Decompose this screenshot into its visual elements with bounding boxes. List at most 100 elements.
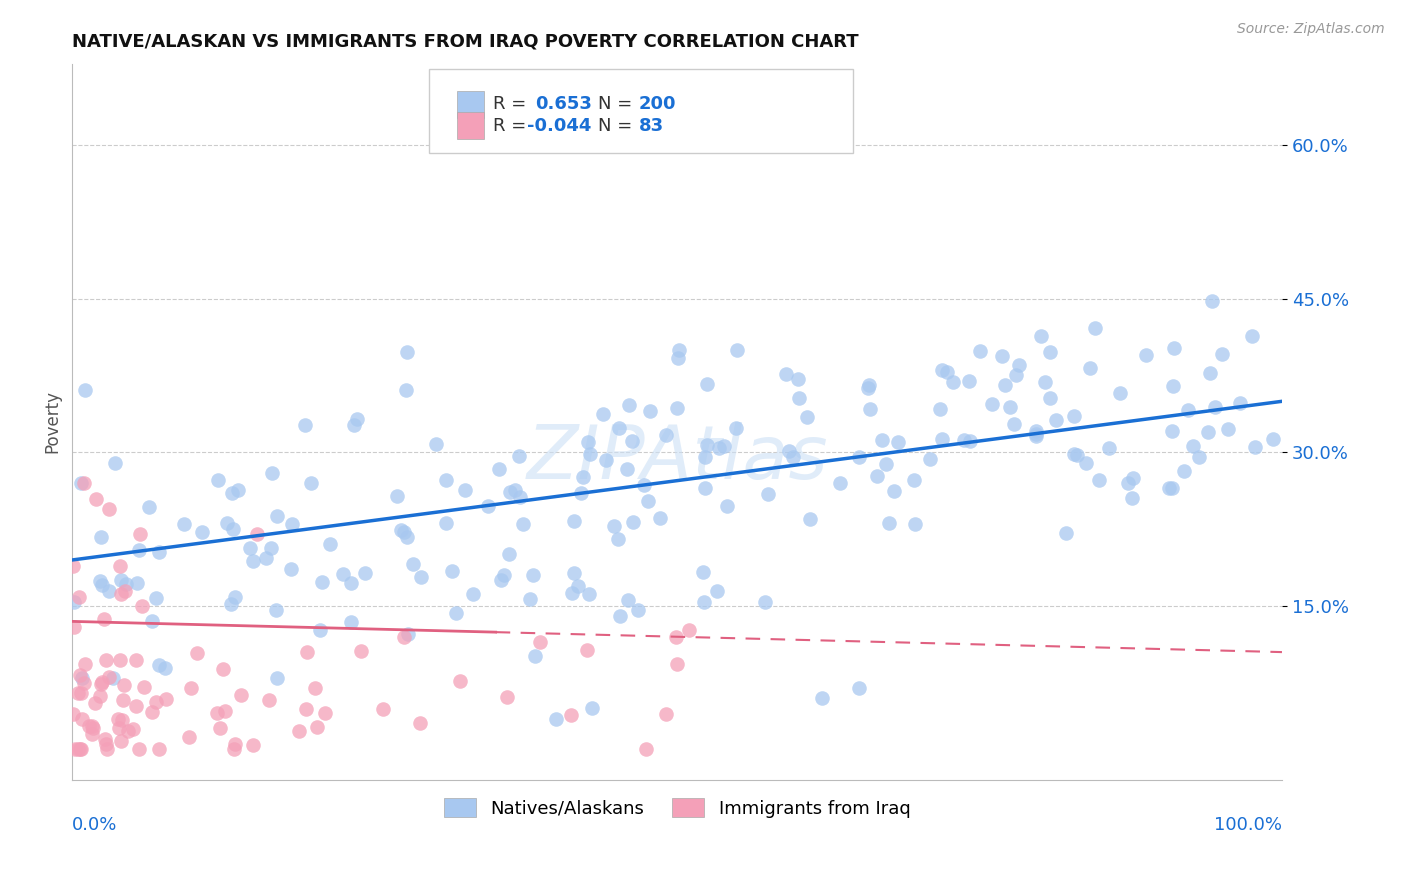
Text: R =: R = <box>494 117 526 135</box>
Point <box>713 439 735 453</box>
Point <box>706 584 728 599</box>
Point <box>222 742 245 756</box>
Point <box>69 742 91 756</box>
Point <box>295 702 318 716</box>
Point <box>957 374 980 388</box>
Point <box>110 573 132 587</box>
Point <box>155 692 177 706</box>
Point <box>131 599 153 614</box>
Point <box>1109 386 1132 401</box>
Y-axis label: Poverty: Poverty <box>44 391 60 453</box>
Point <box>576 435 599 450</box>
Point <box>141 705 163 719</box>
Point <box>86 491 108 506</box>
Point <box>496 690 519 705</box>
Legend: Natives/Alaskans, Immigrants from Iraq: Natives/Alaskans, Immigrants from Iraq <box>437 791 918 825</box>
Point <box>107 712 129 726</box>
Point <box>931 363 953 377</box>
Point <box>638 403 661 417</box>
Point <box>692 565 714 579</box>
Point <box>578 587 600 601</box>
Text: NATIVE/ALASKAN VS IMMIGRANTS FROM IRAQ POVERTY CORRELATION CHART: NATIVE/ALASKAN VS IMMIGRANTS FROM IRAQ P… <box>72 33 859 51</box>
Point <box>578 447 600 461</box>
Point <box>138 500 160 514</box>
Point <box>392 525 415 540</box>
Point <box>959 434 981 448</box>
Point <box>875 457 897 471</box>
Point <box>799 512 821 526</box>
Point <box>569 486 592 500</box>
Point <box>122 722 145 736</box>
Point <box>449 674 471 689</box>
Text: 200: 200 <box>638 95 676 113</box>
Point <box>668 343 690 357</box>
Point <box>205 706 228 720</box>
Point <box>1087 473 1109 487</box>
Point <box>848 450 870 464</box>
Point <box>609 609 631 624</box>
Point <box>239 541 262 555</box>
Point <box>389 524 412 538</box>
Point <box>1002 417 1025 432</box>
Point <box>1038 391 1060 405</box>
Point <box>217 516 239 530</box>
Point <box>332 566 354 581</box>
Point <box>858 378 880 392</box>
Point <box>396 627 419 641</box>
Point <box>94 732 117 747</box>
Point <box>340 575 363 590</box>
Point <box>1188 450 1211 464</box>
Point <box>104 456 127 470</box>
Point <box>84 697 107 711</box>
Point <box>1038 344 1060 359</box>
Point <box>145 591 167 606</box>
Point <box>499 484 522 499</box>
Point <box>607 421 630 435</box>
Point <box>395 345 418 359</box>
Point <box>519 591 541 606</box>
Point <box>91 578 114 592</box>
Point <box>395 383 418 397</box>
Point <box>254 551 277 566</box>
Point <box>177 730 200 744</box>
Point <box>62 619 84 633</box>
Point <box>529 635 551 649</box>
Point <box>145 695 167 709</box>
Point <box>73 384 96 398</box>
FancyBboxPatch shape <box>457 112 484 139</box>
Point <box>319 537 342 551</box>
Point <box>883 484 905 499</box>
Point <box>62 558 84 573</box>
Text: Source: ZipAtlas.com: Source: ZipAtlas.com <box>1237 22 1385 37</box>
Point <box>1199 366 1222 380</box>
Point <box>222 522 245 536</box>
Point <box>648 511 671 525</box>
Point <box>636 741 658 756</box>
Point <box>991 349 1014 363</box>
Point <box>108 721 131 735</box>
Point <box>931 432 953 446</box>
Point <box>581 701 603 715</box>
Point <box>129 527 152 541</box>
Point <box>775 368 797 382</box>
Point <box>1173 464 1195 478</box>
Point <box>311 575 333 590</box>
Point <box>616 462 638 476</box>
Point <box>508 450 530 464</box>
Point <box>782 450 804 465</box>
Point <box>1229 395 1251 409</box>
Point <box>224 737 246 751</box>
Point <box>242 738 264 752</box>
Point <box>709 442 731 456</box>
Point <box>998 401 1021 415</box>
Point <box>1074 456 1097 470</box>
Point <box>870 433 893 447</box>
Point <box>67 591 90 605</box>
Point <box>266 509 288 524</box>
Point <box>93 612 115 626</box>
Point <box>89 574 111 588</box>
Point <box>304 681 326 696</box>
Point <box>66 742 89 756</box>
Point <box>1201 293 1223 308</box>
Point <box>903 473 925 487</box>
